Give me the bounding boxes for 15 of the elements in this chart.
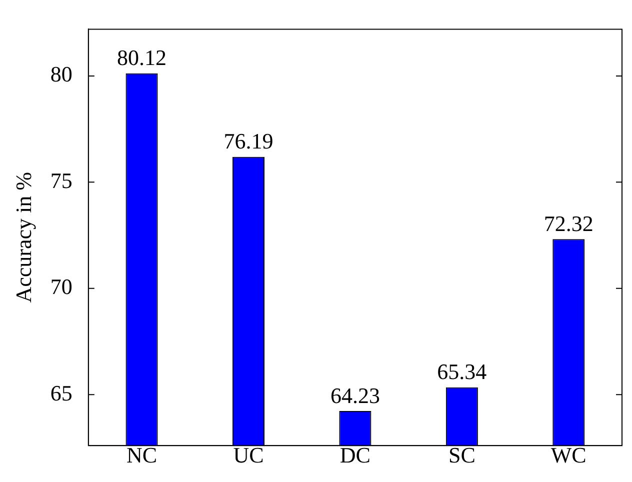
data-label: 64.23 (330, 382, 380, 408)
x-tick-label: NC (126, 442, 158, 468)
y-tick-label: 80 (50, 62, 72, 87)
x-tick-label: UC (233, 442, 264, 468)
x-tick-label: WC (550, 442, 586, 468)
y-tick-label: 70 (50, 274, 72, 300)
x-tick-label: DC (340, 442, 370, 468)
data-label: 76.19 (224, 128, 274, 154)
y-tick-label: 65 (50, 380, 72, 406)
data-label: 80.12 (117, 45, 167, 70)
data-label: 65.34 (437, 359, 487, 384)
data-label: 72.32 (544, 210, 594, 236)
x-tick-label: SC (448, 442, 476, 468)
y-tick-label: 75 (50, 168, 72, 193)
y-axis-title: Accuracy in % (10, 172, 36, 303)
